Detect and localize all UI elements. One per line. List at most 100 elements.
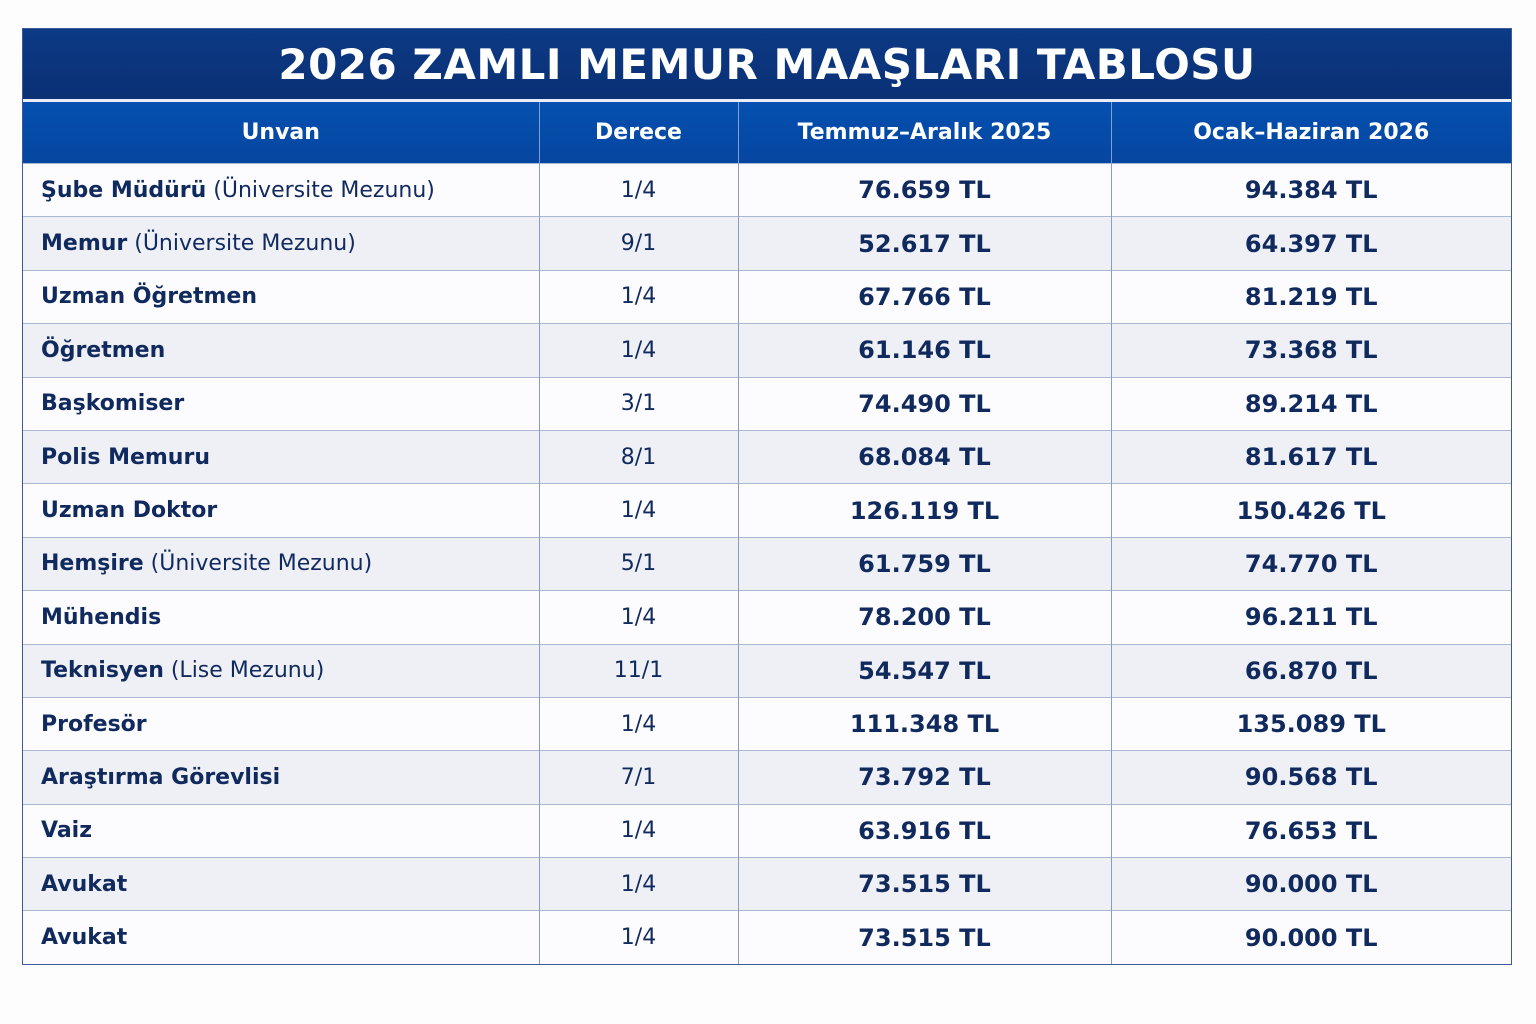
cell-unvan: Memur (Üniversite Mezunu) [23,216,540,271]
cell-derece: 9/1 [539,216,739,271]
cell-unvan: Avukat [23,857,540,911]
unvan-note: (Üniversite Mezunu) [206,177,435,203]
unvan-title: Araştırma Görevlisi [41,764,281,790]
salary-table-card: 2026 ZAMLI MEMUR MAAŞLARI TABLOSU Unvan … [22,28,1512,966]
cell-derece: 1/4 [539,162,739,217]
table-row: Öğretmen 1/4 61.146 TL 73.368 TL [23,323,1511,378]
table-row: Başkomiser 3/1 74.490 TL 89.214 TL [23,376,1511,431]
unvan-title: Uzman Öğretmen [41,284,258,310]
cell-salary-2025: 73.792 TL [738,750,1112,805]
cell-salary-2026: 66.870 TL [1111,643,1511,698]
cell-derece: 1/4 [539,803,739,858]
cell-salary-2026: 73.368 TL [1111,323,1511,378]
cell-salary-2026: 94.384 TL [1111,162,1511,217]
table-title: 2026 ZAMLI MEMUR MAAŞLARI TABLOSU [23,29,1511,102]
table-row: Uzman Öğretmen 1/4 67.766 TL 81.219 TL [23,269,1511,324]
unvan-title: Şube Müdürü [41,177,207,203]
header-unvan: Unvan [23,102,540,164]
unvan-title: Öğretmen [41,337,166,363]
cell-salary-2026: 74.770 TL [1111,536,1511,591]
header-derece: Derece [539,102,739,164]
salary-table: Unvan Derece Temmuz–Aralık 2025 Ocak–Haz… [23,102,1511,965]
cell-unvan: Uzman Öğretmen [23,269,540,324]
cell-unvan: Polis Memuru [23,429,540,484]
cell-derece: 1/4 [539,269,739,324]
table-row: Profesör 1/4 111.348 TL 135.089 TL [23,696,1511,751]
cell-salary-2025: 52.617 TL [738,216,1112,271]
table-row: Uzman Doktor 1/4 126.119 TL 150.426 TL [23,483,1511,538]
cell-unvan: Uzman Doktor [23,483,540,538]
cell-derece: 8/1 [539,429,739,484]
unvan-title: Başkomiser [41,391,185,417]
table-row: Mühendis 1/4 78.200 TL 96.211 TL [23,590,1511,645]
cell-derece: 1/4 [539,590,739,645]
cell-salary-2026: 90.000 TL [1111,857,1511,911]
cell-derece: 3/1 [539,376,739,431]
cell-salary-2026: 135.089 TL [1111,696,1511,751]
cell-unvan: Öğretmen [23,323,540,378]
cell-derece: 1/4 [539,696,739,751]
table-row: Vaiz 1/4 63.916 TL 76.653 TL [23,803,1511,858]
cell-salary-2025: 126.119 TL [738,483,1112,538]
unvan-title: Vaiz [41,818,93,844]
cell-salary-2025: 78.200 TL [738,590,1112,645]
cell-salary-2026: 90.568 TL [1111,750,1511,805]
table-row: Polis Memuru 8/1 68.084 TL 81.617 TL [23,429,1511,484]
table-row: Memur (Üniversite Mezunu) 9/1 52.617 TL 64.… [23,216,1511,271]
cell-salary-2025: 63.916 TL [738,803,1112,858]
cell-unvan: Teknisyen (Lise Mezunu) [23,643,540,698]
table-row: Hemşire (Üniversite Mezunu) 5/1 61.759 TL 7… [23,536,1511,591]
unvan-title: Polis Memuru [41,444,210,470]
table-row: Şube Müdürü (Üniversite Mezunu) 1/4 76.659… [23,162,1511,217]
header-2026: Ocak–Haziran 2026 [1111,102,1511,164]
unvan-title: Teknisyen [41,658,164,684]
cell-salary-2026: 150.426 TL [1111,483,1511,538]
unvan-note: (Üniversite Mezunu) [143,551,373,577]
cell-salary-2025: 68.084 TL [738,429,1112,484]
cell-salary-2026: 76.653 TL [1111,803,1511,858]
cell-salary-2025: 73.515 TL [738,910,1112,965]
cell-unvan: Profesör [23,696,540,751]
cell-unvan: Avukat [23,910,540,965]
header-row: Unvan Derece Temmuz–Aralık 2025 Ocak–Haz… [23,102,1511,164]
cell-salary-2025: 67.766 TL [738,269,1112,324]
unvan-title: Mühendis [41,604,162,630]
cell-unvan: Başkomiser [23,376,540,431]
cell-derece: 1/4 [539,483,739,538]
table-row: Avukat 1/4 73.515 TL 90.000 TL [23,857,1511,911]
cell-salary-2025: 111.348 TL [738,696,1112,751]
unvan-title: Avukat [41,871,128,897]
unvan-title: Memur [41,231,128,257]
cell-salary-2025: 61.759 TL [738,536,1112,591]
table-row: Avukat 1/4 73.515 TL 90.000 TL [23,910,1511,965]
cell-derece: 11/1 [539,643,739,698]
cell-unvan: Mühendis [23,590,540,645]
cell-derece: 5/1 [539,536,739,591]
cell-salary-2026: 96.211 TL [1111,590,1511,645]
cell-salary-2026: 64.397 TL [1111,216,1511,271]
cell-salary-2026: 81.219 TL [1111,269,1511,324]
cell-unvan: Şube Müdürü (Üniversite Mezunu) [23,162,540,217]
unvan-note: (Lise Mezunu) [163,658,325,684]
cell-unvan: Araştırma Görevlisi [23,750,540,805]
cell-unvan: Hemşire (Üniversite Mezunu) [23,536,540,591]
cell-salary-2025: 74.490 TL [738,376,1112,431]
cell-derece: 1/4 [539,323,739,378]
unvan-title: Uzman Doktor [41,498,218,524]
table-row: Araştırma Görevlisi 7/1 73.792 TL 90.568 TL [23,750,1511,805]
unvan-note: (Üniversite Mezunu) [127,231,356,257]
header-2025: Temmuz–Aralık 2025 [738,102,1112,164]
cell-salary-2026: 81.617 TL [1111,429,1511,484]
cell-salary-2026: 90.000 TL [1111,910,1511,965]
cell-salary-2025: 54.547 TL [738,643,1112,698]
unvan-title: Avukat [41,925,128,951]
unvan-title: Hemşire [41,551,144,577]
cell-derece: 1/4 [539,910,739,965]
cell-unvan: Vaiz [23,803,540,858]
cell-derece: 7/1 [539,750,739,805]
table-row: Teknisyen (Lise Mezunu) 11/1 54.547 TL 66.8… [23,643,1511,698]
cell-salary-2026: 89.214 TL [1111,376,1511,431]
unvan-title: Profesör [41,711,147,737]
cell-derece: 1/4 [539,857,739,911]
cell-salary-2025: 73.515 TL [738,857,1112,911]
